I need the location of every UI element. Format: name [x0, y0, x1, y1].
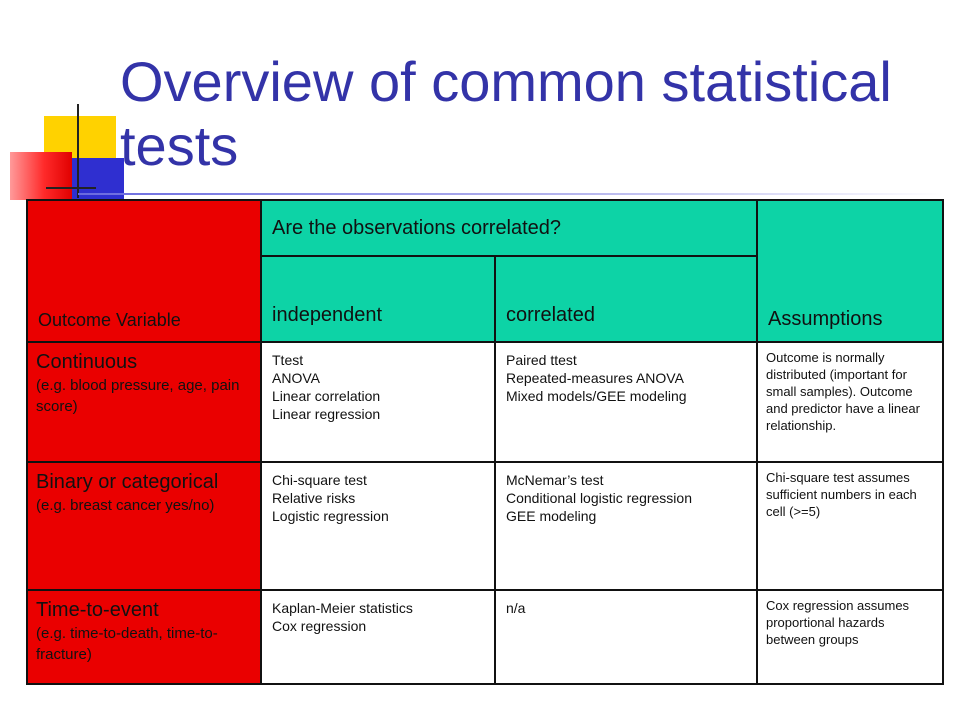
independent-tests-cell: Chi-square test Relative risks Logistic … [260, 461, 496, 591]
category-name: Binary or categorical [36, 471, 219, 493]
assumption-text: Outcome is normally distributed (importa… [766, 350, 920, 433]
header-correlated: correlated [494, 255, 758, 343]
category-time-to-event: Time-to-event (e.g. time-to-death, time-… [26, 589, 262, 685]
category-name: Time-to-event [36, 599, 159, 621]
test-item: Chi-square test [272, 472, 367, 488]
table-row: Binary or categorical (e.g. breast cance… [26, 461, 944, 591]
header-independent: independent [260, 255, 496, 343]
decor-vertical-line [77, 104, 79, 198]
table-row: Continuous (e.g. blood pressure, age, pa… [26, 341, 944, 463]
header-correlation-question: Are the observations correlated? [260, 199, 758, 257]
decor-red-square [10, 152, 72, 200]
test-item: Mixed models/GEE modeling [506, 388, 687, 404]
test-item: Linear correlation [272, 388, 381, 404]
category-binary: Binary or categorical (e.g. breast cance… [26, 461, 262, 591]
assumptions-cell: Outcome is normally distributed (importa… [756, 341, 944, 463]
test-item: n/a [506, 600, 526, 616]
assumptions-cell: Chi-square test assumes sufficient numbe… [756, 461, 944, 591]
test-item: Relative risks [272, 490, 356, 506]
header-assumptions: Assumptions [756, 199, 944, 343]
assumption-text: Cox regression assumes proportional haza… [766, 598, 910, 647]
test-item: GEE modeling [506, 508, 597, 524]
title-underline [78, 193, 944, 195]
test-item: ANOVA [272, 370, 320, 386]
category-continuous: Continuous (e.g. blood pressure, age, pa… [26, 341, 262, 463]
test-item: Ttest [272, 352, 304, 368]
category-example: (e.g. blood pressure, age, pain score) [36, 377, 240, 415]
correlated-tests-cell: n/a [494, 589, 758, 685]
table-row: Time-to-event (e.g. time-to-death, time-… [26, 589, 944, 685]
test-item: Repeated-measures ANOVA [506, 370, 684, 386]
slide-title: Overview of common statistical tests [120, 50, 892, 177]
category-example: (e.g. time-to-death, time-to-fracture) [36, 625, 218, 663]
category-example: (e.g. breast cancer yes/no) [36, 497, 215, 514]
test-item: Paired ttest [506, 352, 577, 368]
decor-horizontal-line [46, 187, 96, 189]
independent-tests-cell: Ttest ANOVA Linear correlation Linear re… [260, 341, 496, 463]
test-item: McNemar’s test [506, 472, 604, 488]
assumption-text: Chi-square test assumes sufficient numbe… [766, 470, 917, 519]
test-item: Linear regression [272, 406, 381, 422]
test-item: Cox regression [272, 618, 367, 634]
header-outcome-variable: Outcome Variable [26, 199, 262, 343]
statistical-tests-table: Outcome Variable Are the observations co… [26, 199, 944, 685]
category-name: Continuous [36, 351, 138, 373]
assumptions-cell: Cox regression assumes proportional haza… [756, 589, 944, 685]
independent-tests-cell: Kaplan-Meier statistics Cox regression [260, 589, 496, 685]
test-item: Kaplan-Meier statistics [272, 600, 413, 616]
correlated-tests-cell: McNemar’s test Conditional logistic regr… [494, 461, 758, 591]
correlated-tests-cell: Paired ttest Repeated-measures ANOVA Mix… [494, 341, 758, 463]
test-item: Logistic regression [272, 508, 389, 524]
test-item: Conditional logistic regression [506, 490, 692, 506]
